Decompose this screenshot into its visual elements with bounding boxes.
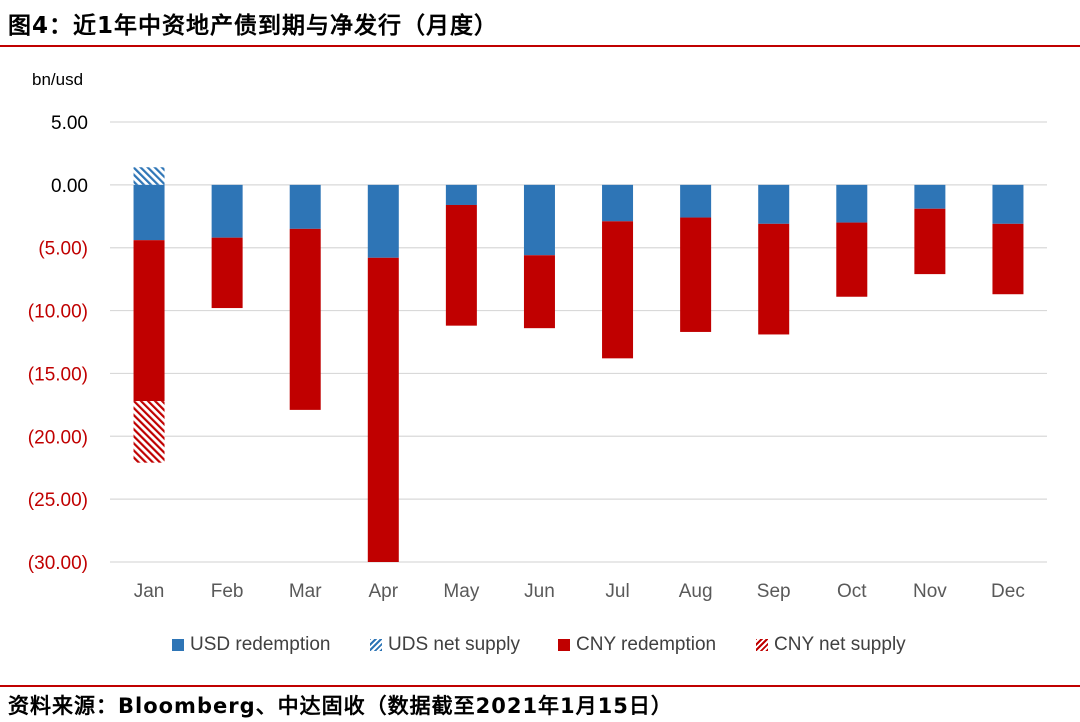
- legend-label: CNY net supply: [774, 634, 906, 655]
- bars: [133, 167, 1024, 562]
- y-tick-label: (30.00): [28, 553, 88, 574]
- x-tick-label: Jun: [524, 581, 555, 602]
- legend-swatch-cny-net-supply: [756, 639, 768, 651]
- x-tick-label: Jul: [605, 581, 629, 602]
- bar-cny-redemption-may: [445, 204, 477, 326]
- x-tick-label: May: [443, 581, 479, 602]
- legend-swatch-cny-redemption: [558, 639, 570, 651]
- bar-usd-redemption-jul: [602, 184, 634, 222]
- x-tick-label: Apr: [369, 581, 399, 602]
- bar-cny-redemption-nov: [914, 208, 946, 275]
- bar-usd-redemption-aug: [680, 184, 712, 218]
- legend-swatch-usd-redemption: [172, 639, 184, 651]
- figure-title: 图4：近1年中资地产债到期与净发行（月度）: [8, 13, 499, 39]
- bar-cny-net-supply-jan: [133, 401, 165, 463]
- x-tick-label: Aug: [679, 581, 713, 602]
- bar-usd-redemption-dec: [992, 184, 1024, 224]
- y-axis-unit-label: bn/usd: [32, 70, 84, 89]
- y-axis-ticks: 5.00 0.00 (5.00) (10.00) (15.00) (20.00) (25.0…: [28, 113, 88, 574]
- gridlines: [110, 121, 1047, 563]
- legend-item-uds-net-supply: UDS net supply: [370, 634, 520, 656]
- legend-label: UDS net supply: [388, 634, 521, 655]
- source-note: 资料来源：Bloomberg、中达固收（数据截至2021年1月15日）: [8, 694, 673, 718]
- x-tick-label: Sep: [757, 581, 791, 602]
- x-tick-label: Mar: [289, 581, 322, 602]
- legend-swatch-uds-net-supply: [370, 639, 382, 651]
- bar-usd-redemption-apr: [367, 184, 399, 258]
- y-tick-label: (10.00): [28, 302, 88, 323]
- x-axis-ticks: Jan Feb Mar Apr May Jun Jul Aug Sep Oct Nov Dec: [134, 581, 1025, 602]
- bar-usd-redemption-feb: [211, 184, 243, 238]
- y-tick-label: (25.00): [28, 490, 88, 511]
- bar-cny-redemption-dec: [992, 223, 1024, 295]
- x-tick-label: Oct: [837, 581, 867, 602]
- bar-cny-redemption-mar: [289, 228, 321, 410]
- legend: USD redemption UDS net supply CNY redemp…: [0, 634, 1080, 660]
- bar-cny-redemption-jan: [133, 240, 165, 402]
- legend-label: USD redemption: [190, 634, 331, 655]
- bar-cny-redemption-jun: [523, 255, 555, 329]
- bar-uds-net-supply-jan: [133, 167, 165, 185]
- bar-cny-redemption-aug: [680, 217, 712, 332]
- bar-usd-redemption-sep: [758, 184, 790, 224]
- bar-cny-redemption-oct: [836, 222, 868, 297]
- bar-usd-redemption-jan: [133, 184, 165, 241]
- legend-item-cny-redemption: CNY redemption: [558, 634, 716, 656]
- legend-item-cny-net-supply: CNY net supply: [756, 634, 906, 656]
- y-tick-label: (15.00): [28, 364, 88, 385]
- bar-cny-redemption-apr: [367, 257, 399, 562]
- top-divider: [0, 45, 1080, 47]
- y-tick-label: 0.00: [51, 176, 88, 197]
- bar-chart: 5.00 0.00 (5.00) (10.00) (15.00) (20.00) (25.0…: [28, 113, 1047, 602]
- bar-cny-redemption-feb: [211, 237, 243, 309]
- y-tick-label: (20.00): [28, 427, 88, 448]
- y-tick-label: (5.00): [38, 239, 88, 260]
- bar-usd-redemption-may: [445, 184, 477, 205]
- bar-usd-redemption-nov: [914, 184, 946, 209]
- legend-label: CNY redemption: [576, 634, 717, 655]
- x-tick-label: Feb: [211, 581, 244, 602]
- y-tick-label: 5.00: [51, 113, 88, 134]
- bar-usd-redemption-mar: [289, 184, 321, 229]
- x-tick-label: Jan: [134, 581, 165, 602]
- x-tick-label: Nov: [913, 581, 947, 602]
- bar-cny-redemption-jul: [602, 221, 634, 359]
- bar-cny-redemption-sep: [758, 223, 790, 335]
- legend-item-usd-redemption: USD redemption: [172, 634, 330, 656]
- bar-usd-redemption-oct: [836, 184, 868, 223]
- x-tick-label: Dec: [991, 581, 1025, 602]
- bar-usd-redemption-jun: [523, 184, 555, 256]
- bottom-divider: [0, 685, 1080, 687]
